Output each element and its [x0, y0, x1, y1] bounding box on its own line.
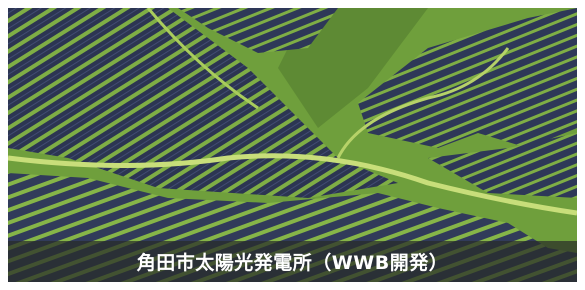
caption-bar: 角田市太陽光発電所（WWB開発） [8, 241, 577, 282]
page-body: 角田市太陽光発電所（WWB開発） (() => { const data = J… [0, 0, 585, 290]
caption: 角田市太陽光発電所（WWB開発） [137, 248, 448, 275]
page: solar plant photo {"caption": "角田市太陽光発電所… [0, 0, 585, 290]
